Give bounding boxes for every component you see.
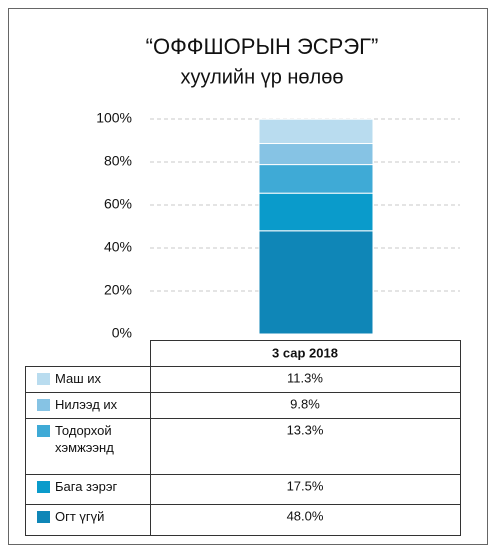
y-tick-label: 100% <box>96 110 132 126</box>
legend-swatch <box>37 425 50 437</box>
value-label: 9.8% <box>290 396 320 411</box>
category-label: 3 сар 2018 <box>272 345 338 360</box>
legend-label: Огт үгүй <box>55 509 105 524</box>
legend-label: Маш их <box>55 371 102 386</box>
value-label: 11.3% <box>287 370 323 385</box>
legend-label: Нилээд их <box>55 397 118 412</box>
table-row-value-cell <box>150 504 461 536</box>
y-tick-label: 40% <box>104 239 132 255</box>
legend-label-box: Тодорхой хэмжээнд <box>55 423 114 455</box>
legend-label-box: Огт үгүй <box>55 509 105 524</box>
y-tick-label: 20% <box>104 282 132 298</box>
bar-segment <box>258 118 374 145</box>
bar-segment <box>258 230 374 335</box>
legend-label: Тодорхой хэмжээнд <box>55 423 114 455</box>
frame <box>8 8 488 545</box>
legend-label-box: Маш их <box>55 371 102 386</box>
bar-segment <box>258 143 374 166</box>
legend-swatch <box>37 511 50 523</box>
bar-segment <box>258 164 374 194</box>
legend-label-box: Бага зэрэг <box>55 479 118 494</box>
value-label: 17.5% <box>287 478 324 493</box>
legend-label: Бага зэрэг <box>55 479 118 494</box>
legend-swatch <box>37 481 50 493</box>
value-label: 48.0% <box>287 508 324 523</box>
value-label: 13.3% <box>287 422 324 437</box>
legend-swatch <box>37 373 50 385</box>
y-tick-label: 0% <box>112 325 132 341</box>
bar-segment <box>258 192 374 232</box>
legend-swatch <box>37 399 50 411</box>
y-tick-label: 60% <box>104 196 132 212</box>
chart-subtitle: хуулийн үр нөлөө <box>181 66 344 88</box>
legend-label-box: Нилээд их <box>55 397 118 412</box>
chart-title: “ОФФШОРЫН ЭСРЭГ” <box>146 34 379 59</box>
y-tick-label: 80% <box>104 153 132 169</box>
